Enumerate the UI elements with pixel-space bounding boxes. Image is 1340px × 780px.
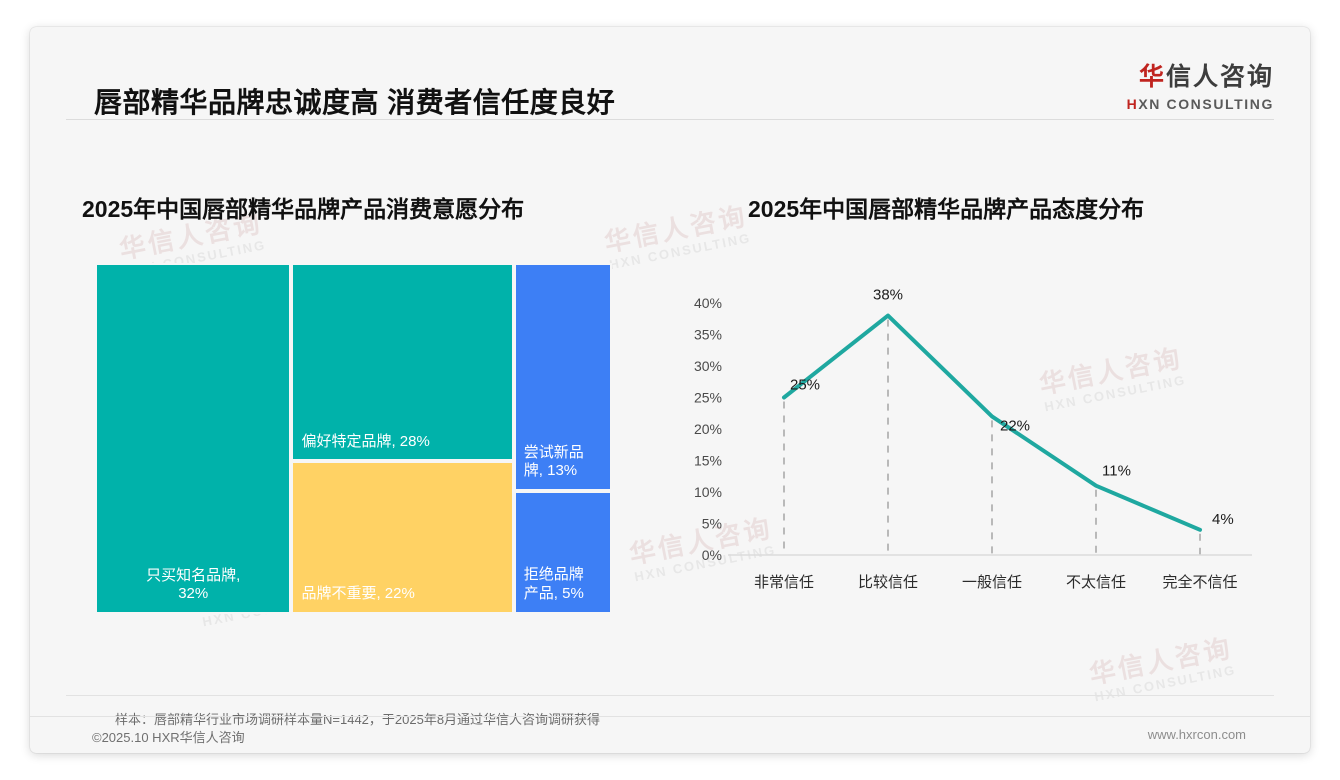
y-axis-tick-label: 15% (694, 453, 722, 469)
treemap-tile[interactable]: 尝试新品 牌, 13% (513, 263, 612, 492)
brand-logo-en: HXN CONSULTING (1127, 97, 1274, 111)
treemap-tile-label: 只买知名品牌, 32% (146, 566, 241, 603)
copyright-text: ©2025.10 HXR华信人咨询 (92, 730, 245, 745)
x-axis-tick-label: 一般信任 (962, 574, 1022, 591)
footer-divider (66, 695, 1274, 696)
y-axis-tick-label: 5% (702, 516, 722, 532)
treemap-tile[interactable]: 品牌不重要, 22% (291, 461, 514, 614)
slide-canvas: 华信人咨询 HXN CONSULTING 华信人咨询 HXN CONSULTIN… (30, 27, 1310, 753)
y-axis-tick-label: 40% (694, 295, 722, 311)
slide-header: 唇部精华品牌忠诚度高 消费者信任度良好 华信人咨询 HXN CONSULTING (30, 27, 1310, 120)
brand-logo-en-highlight: H (1126, 96, 1139, 112)
watermark: 华信人咨询 HXN CONSULTING (601, 200, 753, 274)
y-axis-tick-label: 10% (694, 484, 722, 500)
data-point-label: 11% (1102, 463, 1131, 480)
watermark-cn-text: 华信人咨询 (1086, 632, 1235, 690)
treemap-chart: 只买知名品牌, 32% 偏好特定品牌, 28% 品牌不重要, 22% 尝试新品 牌, … (95, 263, 612, 614)
treemap-tile-label: 尝试新品 牌, 13% (523, 443, 584, 480)
x-axis-tick-label: 非常信任 (754, 574, 814, 591)
y-axis-tick-label: 30% (694, 358, 722, 374)
data-point-label: 38% (873, 287, 903, 304)
treemap-tile[interactable]: 偏好特定品牌, 28% (291, 263, 514, 462)
watermark-en-text: HXN CONSULTING (1093, 662, 1238, 705)
brand-logo-en-rest: XN CONSULTING (1138, 96, 1274, 112)
left-chart-title: 2025年中国唇部精华品牌产品消费意愿分布 (82, 196, 525, 222)
treemap-tile-label: 拒绝品牌 产品, 5% (523, 566, 584, 603)
treemap-tile[interactable]: 只买知名品牌, 32% (95, 263, 292, 614)
treemap-tile-label: 品牌不重要, 22% (301, 585, 415, 603)
data-point-label: 22% (1000, 417, 1030, 434)
sample-footnote: 样本：唇部精华行业市场调研样本量N=1442，于2025年8月通过华信人咨询调研… (115, 712, 601, 727)
x-axis-tick-label: 完全不信任 (1162, 573, 1237, 591)
data-point-label: 25% (790, 377, 820, 394)
line-series-path[interactable] (782, 313, 1202, 532)
x-axis-tick-label: 不太信任 (1066, 574, 1126, 591)
bottom-bar: ©2025.10 HXR华信人咨询 www.hxrcon.com (30, 716, 1310, 753)
y-axis-tick-label: 25% (694, 390, 722, 406)
page-title: 唇部精华品牌忠诚度高 消费者信任度良好 (94, 87, 616, 118)
treemap-tile[interactable]: 拒绝品牌 产品, 5% (513, 491, 612, 614)
line-chart: 0% 5% 10% 15% 20% 25% 30% 35% 40% 25% 38% 22% 11% 4% 非… (670, 277, 1280, 617)
watermark-cn-text: 华信人咨询 (601, 200, 750, 258)
data-point-label: 4% (1212, 511, 1234, 528)
brand-logo-cn-highlight: 华 (1138, 63, 1166, 91)
line-chart-svg: 0% 5% 10% 15% 20% 25% 30% 35% 40% 25% 38% 22% 11% 4% 非… (694, 287, 1252, 591)
brand-logo-cn-rest: 信人咨询 (1165, 63, 1274, 91)
treemap-tile-label: 偏好特定品牌, 28% (301, 432, 430, 450)
y-axis-tick-label: 35% (694, 327, 722, 343)
header-divider (66, 119, 1274, 120)
brand-logo-cn: 华信人咨询 (1127, 65, 1274, 90)
right-chart-title: 2025年中国唇部精华品牌产品态度分布 (748, 196, 1145, 222)
x-axis-tick-label: 比较信任 (858, 573, 918, 591)
website-text: www.hxrcon.com (1147, 727, 1246, 742)
y-axis-tick-label: 20% (694, 421, 722, 437)
watermark-en-text: HXN CONSULTING (608, 230, 753, 273)
brand-logo: 华信人咨询 HXN CONSULTING (1127, 65, 1274, 112)
y-axis-tick-label: 0% (702, 547, 722, 563)
